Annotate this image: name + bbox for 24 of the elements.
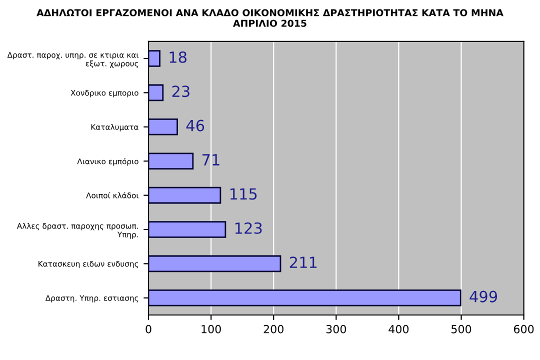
data-label: 499 [470,290,498,302]
x-tick-label: 400 [388,324,409,334]
bar [148,221,226,238]
chart-title: ΑΔΗΛΩΤΟΙ ΕΡΓΑΖΟΜΕΝΟΙ ΑΝΑ ΚΛΑΔΟ ΟΙΚΟΝΟΜΙΚΗΣ ΔΡΑΣΤΗΡΙΟΤΗΤΑΣ ΚΑΤΑ ΤΟ ΜΗΝΑ ΑΠΡΙΛΙΟ 2015 [36,9,504,27]
bar [148,118,178,136]
bar [148,290,462,306]
bar [148,50,160,67]
x-tick-label: 200 [264,324,284,334]
bar [148,84,164,102]
data-label: 71 [202,154,220,166]
bar [148,186,222,204]
data-label: 115 [230,188,257,200]
data-label: 18 [170,51,186,63]
bar [148,255,282,272]
data-label: 46 [186,120,204,132]
x-tick-label: 300 [326,324,346,334]
bar [148,152,194,170]
data-label: 123 [235,222,262,234]
x-tick-label: 600 [514,324,534,334]
data-label: 211 [290,256,317,268]
x-tick-label: 0 [146,324,152,334]
x-tick-label: 100 [202,324,221,334]
data-label: 23 [172,86,190,98]
x-tick-label: 500 [452,324,472,334]
